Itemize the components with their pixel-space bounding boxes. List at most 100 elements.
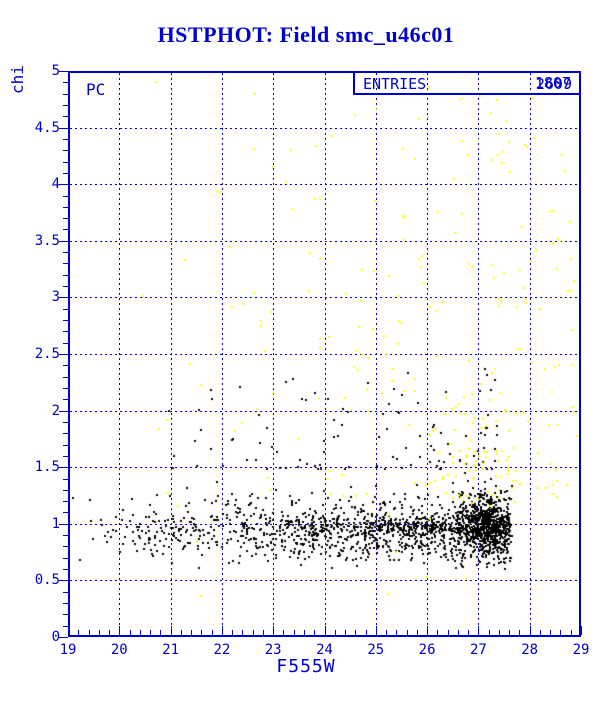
y-major-tick [59,184,68,186]
y-tick-label: 3.5 [34,232,60,249]
y-minor-tick [63,172,68,174]
y-minor-tick [63,546,68,548]
y-minor-tick [63,82,68,84]
x-minor-tick [550,630,552,635]
x-minor-tick [488,630,490,635]
x-minor-tick [109,630,111,635]
y-major-tick [59,580,68,582]
x-tick-label: 29 [572,642,590,658]
y-major-tick [59,523,68,525]
y-minor-tick [63,263,68,265]
x-tick-label: 28 [521,642,539,658]
y-minor-tick [63,93,68,95]
x-minor-tick [180,630,182,635]
y-minor-tick [63,603,68,605]
plot-frame: PC ENTRIES 2609 1807 [59,71,583,639]
x-minor-tick [437,630,439,635]
y-minor-tick [63,218,68,220]
y-minor-tick [63,308,68,310]
x-minor-tick [211,630,213,635]
x-minor-tick [396,630,398,635]
x-minor-tick [365,630,367,635]
x-minor-tick [416,630,418,635]
x-major-tick [375,626,377,635]
x-minor-tick [303,630,305,635]
panel-label-pc: PC [86,80,106,99]
y-minor-tick [63,569,68,571]
y-minor-tick [63,614,68,616]
y-minor-tick [63,104,68,106]
y-minor-tick [63,116,68,118]
x-minor-tick [355,630,357,635]
y-tick-label: 4 [51,176,60,193]
y-minor-tick [63,455,68,457]
x-minor-tick [88,630,90,635]
x-tick-label: 23 [264,642,282,658]
x-tick-label: 22 [213,642,231,658]
y-minor-tick [63,625,68,627]
x-major-tick [581,626,582,635]
scatter-points-canvas [70,73,583,639]
x-tick-label: 25 [367,642,385,658]
x-minor-tick [406,630,408,635]
x-axis-label: F555W [276,656,336,677]
x-minor-tick [509,630,511,635]
x-minor-tick [242,630,244,635]
y-minor-tick [63,535,68,537]
entries-label: ENTRIES [363,75,427,93]
y-minor-tick [63,331,68,333]
y-minor-tick [63,376,68,378]
x-minor-tick [201,630,203,635]
x-minor-tick [232,630,234,635]
x-minor-tick [447,630,449,635]
y-minor-tick [63,365,68,367]
x-minor-tick [160,630,162,635]
x-minor-tick [570,630,572,635]
y-minor-tick [63,252,68,254]
x-major-tick [273,626,275,635]
y-major-tick [59,71,68,72]
y-major-tick [59,297,68,299]
x-minor-tick [468,630,470,635]
y-tick-label: 4.5 [34,119,60,136]
x-minor-tick [345,630,347,635]
x-tick-label: 20 [110,642,128,658]
x-minor-tick [334,630,336,635]
x-tick-label: 21 [162,642,180,658]
x-minor-tick [191,630,193,635]
y-tick-label: 2 [51,402,60,419]
x-major-tick [324,626,326,635]
y-tick-label: 0 [51,629,60,645]
x-major-tick [119,626,121,635]
entries-value-2: 1807 [534,74,571,92]
y-minor-tick [63,274,68,276]
y-minor-tick [63,512,68,514]
x-tick-label: 27 [469,642,487,658]
y-tick-label: 0.5 [34,572,60,589]
x-minor-tick [314,630,316,635]
x-major-tick [68,626,69,635]
y-minor-tick [63,489,68,491]
y-minor-tick [63,286,68,288]
y-major-tick [59,637,68,638]
x-major-tick [221,626,223,635]
x-major-tick [529,626,531,635]
y-minor-tick [63,229,68,231]
page-title: HSTPHOT: Field smc_u46c01 [157,22,455,47]
y-minor-tick [63,150,68,152]
y-minor-tick [63,501,68,503]
entries-stats-box: ENTRIES 2609 1807 [353,71,581,95]
x-minor-tick [78,630,80,635]
x-major-tick [478,626,480,635]
y-tick-label: 5 [51,63,60,79]
y-minor-tick [63,342,68,344]
x-minor-tick [293,630,295,635]
y-minor-tick [63,320,68,322]
y-tick-label: 3 [51,289,60,306]
y-tick-label: 1.5 [34,459,60,476]
x-minor-tick [150,630,152,635]
entries-value-1: 2609 [535,75,572,93]
y-minor-tick [63,399,68,401]
y-minor-tick [63,421,68,423]
x-minor-tick [539,630,541,635]
